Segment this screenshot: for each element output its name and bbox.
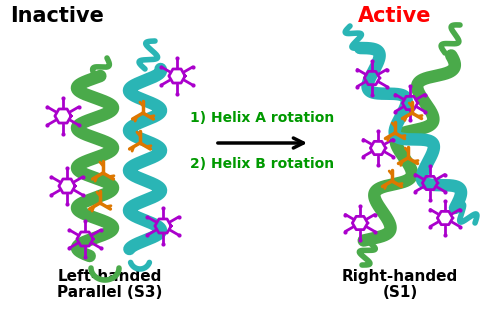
Text: Active: Active: [358, 6, 432, 26]
Text: Parallel (S3): Parallel (S3): [58, 285, 162, 300]
Text: 2) Helix B rotation: 2) Helix B rotation: [190, 157, 334, 171]
Text: Inactive: Inactive: [10, 6, 104, 26]
Text: Left-handed: Left-handed: [58, 269, 162, 284]
Text: 1) Helix A rotation: 1) Helix A rotation: [190, 111, 334, 125]
Text: Right-handed: Right-handed: [342, 269, 458, 284]
Text: (S1): (S1): [382, 285, 418, 300]
